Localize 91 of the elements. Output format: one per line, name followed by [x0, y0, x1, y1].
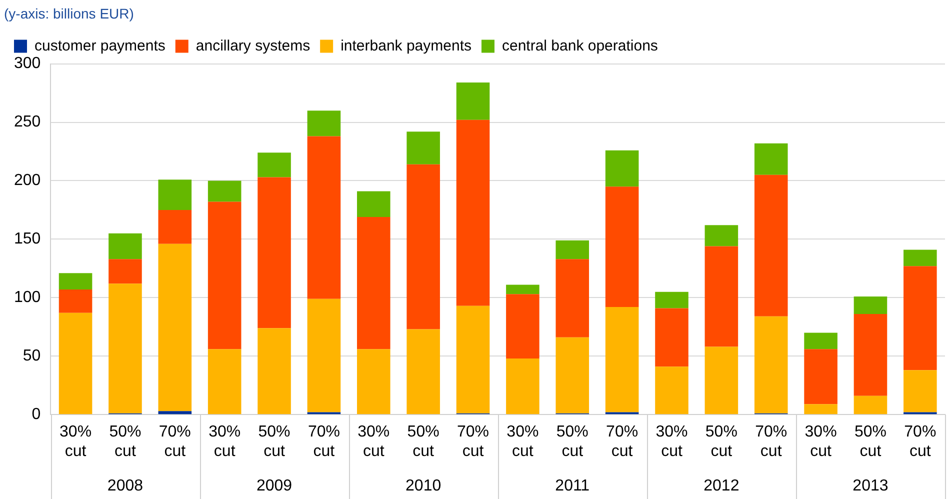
bar: [356, 216, 390, 350]
bar: [258, 328, 291, 414]
bar: [704, 346, 738, 414]
bar: [506, 358, 540, 414]
bar: [456, 82, 490, 120]
text: 2009: [256, 477, 292, 494]
bar: [655, 366, 688, 414]
text: 2013: [852, 477, 888, 494]
bar: [506, 284, 540, 294]
text: 2012: [704, 477, 740, 494]
x-tick-label: 50% cut: [258, 424, 290, 460]
bar: [307, 136, 341, 299]
bar: [406, 132, 440, 164]
x-tick-label: 70% cut: [904, 424, 936, 460]
bar: [108, 259, 142, 284]
y-tick-label: 50: [22, 348, 41, 365]
x-tick-label: 50% cut: [407, 424, 440, 460]
bar: [108, 284, 142, 414]
y-tick-label: 300: [14, 55, 41, 72]
x-tick-label: 30% cut: [506, 424, 539, 460]
bar: [307, 298, 341, 412]
bar: [804, 349, 838, 404]
x-tick-label: 70% cut: [755, 424, 788, 460]
bar: [506, 294, 540, 358]
bar: [754, 174, 788, 316]
bar: [704, 225, 738, 246]
legend-label: ancillary systems: [196, 37, 310, 54]
y-tick-label: 150: [14, 230, 41, 248]
x-tick-label: 70% cut: [606, 424, 638, 460]
bar: [258, 152, 291, 178]
x-tick-label: 50% cut: [556, 424, 588, 460]
x-tick-label: 70% cut: [158, 424, 191, 460]
legend-label: interbank payments: [340, 37, 472, 54]
bar: [158, 180, 192, 210]
x-tick-label: 30% cut: [358, 424, 390, 460]
bar: [406, 329, 440, 414]
chart-title: (y-axis: billions EUR): [4, 5, 134, 22]
x-tick-label: 50% cut: [109, 424, 142, 460]
legend-label: central bank operations: [502, 37, 658, 54]
bar: [804, 404, 838, 414]
bar: [556, 240, 590, 260]
text: 2010: [406, 477, 442, 494]
y-tick-label: 250: [14, 114, 41, 131]
text: 2008: [107, 477, 144, 494]
bar: [158, 244, 192, 412]
bar: [208, 180, 242, 202]
bar: [605, 150, 639, 187]
x-tick-label: 70% cut: [308, 424, 340, 460]
bar: [704, 246, 738, 347]
bar: [605, 186, 639, 308]
bar: [307, 110, 341, 136]
bar: [556, 337, 590, 414]
legend-label: customer payments: [34, 37, 166, 54]
bar: [158, 210, 192, 244]
bar: [854, 296, 888, 314]
bar: [754, 316, 788, 414]
bar: [208, 202, 242, 350]
x-tick-label: 70% cut: [456, 424, 490, 460]
bar: [605, 307, 639, 412]
x-tick-label: 30% cut: [208, 424, 241, 460]
text: 2011: [555, 477, 590, 494]
bar: [904, 370, 937, 412]
bar: [456, 120, 490, 306]
bar: [258, 177, 291, 328]
x-tick-label: 50% cut: [705, 424, 738, 460]
bar: [904, 266, 937, 370]
bar: [754, 143, 788, 175]
bar: [356, 349, 390, 414]
bar: [58, 289, 92, 313]
bar: [406, 164, 440, 330]
bar: [58, 273, 92, 290]
bar: [456, 306, 490, 414]
x-tick-label: 30% cut: [60, 424, 92, 460]
bar: [556, 259, 590, 338]
y-tick-label: 100: [14, 289, 41, 306]
bar: [804, 332, 838, 350]
bar: [356, 191, 390, 217]
y-tick-label: 0: [32, 406, 41, 424]
bar: [655, 292, 688, 308]
x-tick-label: 50% cut: [854, 424, 886, 460]
bar: [108, 233, 142, 260]
bar: [904, 250, 937, 266]
x-tick-label: 30% cut: [804, 424, 837, 460]
bar: [158, 411, 192, 414]
bar: [854, 314, 888, 396]
y-tick-label: 200: [14, 172, 41, 190]
bar: [655, 308, 688, 367]
x-tick-label: 30% cut: [656, 424, 688, 460]
bar: [854, 396, 888, 414]
bar: [208, 349, 242, 414]
bar: [58, 312, 92, 414]
